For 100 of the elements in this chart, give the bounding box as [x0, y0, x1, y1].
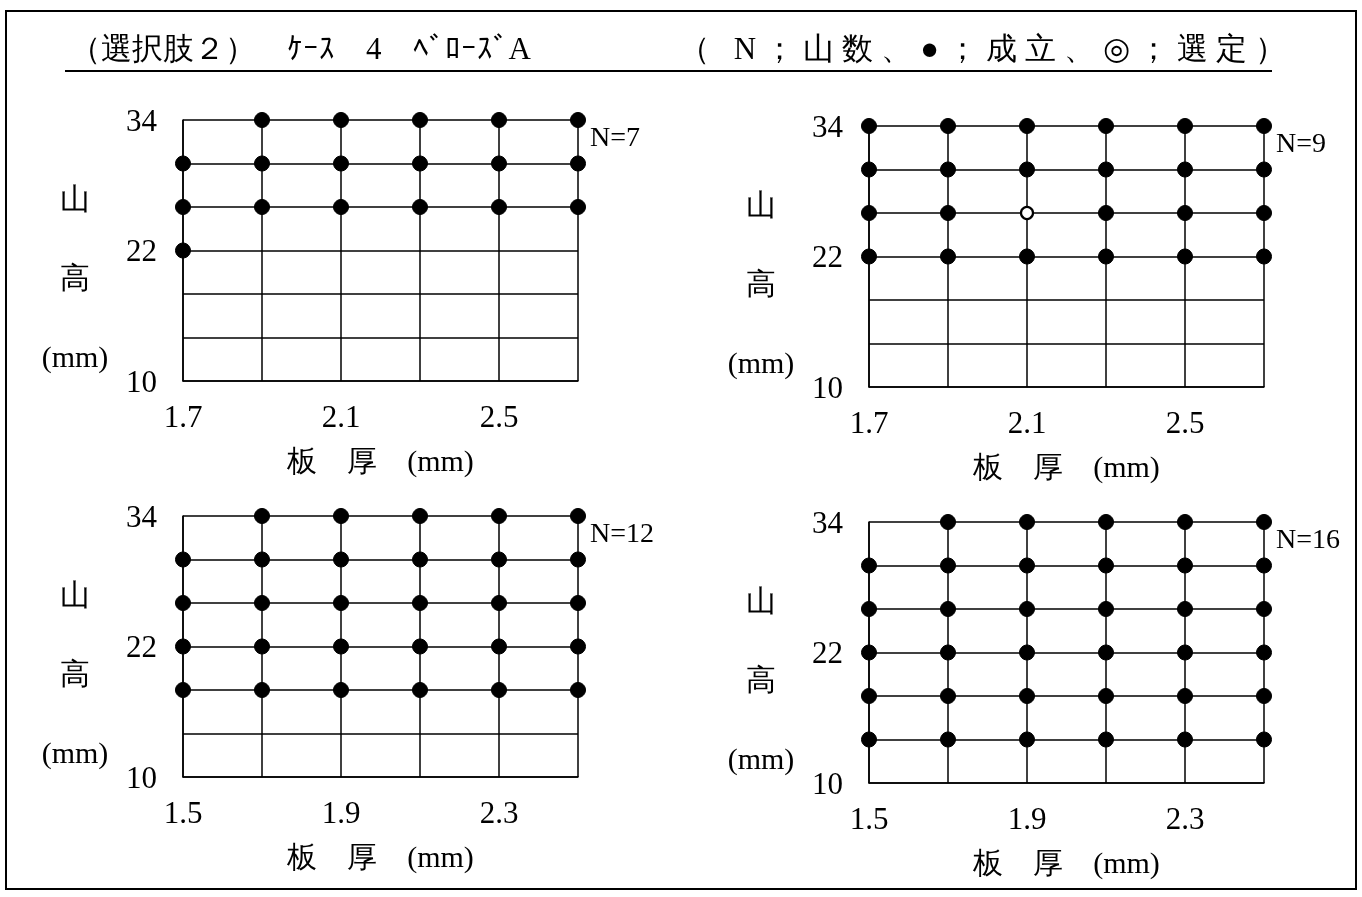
point — [491, 199, 507, 215]
y-tick-label: 34 — [126, 498, 158, 534]
point — [1256, 731, 1272, 748]
point — [570, 682, 586, 698]
point — [940, 644, 956, 661]
point — [175, 242, 191, 259]
point — [1019, 248, 1035, 265]
point — [1019, 688, 1035, 704]
y-tick-label: 10 — [126, 363, 157, 399]
text: 山高(mm) — [41, 578, 109, 769]
point — [1256, 205, 1272, 221]
point — [570, 112, 586, 128]
point — [940, 161, 956, 178]
text: N=7 — [590, 120, 641, 152]
point — [1256, 688, 1272, 704]
point — [1019, 161, 1035, 178]
point — [254, 199, 270, 215]
point — [254, 551, 270, 568]
point — [1177, 205, 1193, 221]
point — [1177, 514, 1193, 530]
x-tick-label: 1.7 — [849, 405, 889, 440]
y-tick-label: 34 — [812, 504, 844, 540]
point — [333, 551, 349, 568]
point — [570, 508, 586, 524]
point — [491, 508, 507, 524]
point — [861, 688, 877, 704]
point — [491, 155, 507, 172]
point — [1098, 248, 1114, 265]
point — [175, 199, 191, 215]
x-axis-title: 板 厚 (mm) — [972, 449, 1160, 484]
x-tick-label: 1.5 — [849, 801, 889, 836]
point — [412, 508, 428, 524]
x-tick-label: 1.9 — [321, 795, 361, 830]
point — [861, 118, 877, 134]
point — [570, 551, 586, 568]
text: （選択肢２） ｹｰｽ 4 ﾍﾞﾛｰｽﾞA — [70, 30, 531, 68]
point — [254, 155, 270, 172]
point — [940, 601, 956, 617]
y-tick-label: 10 — [812, 369, 843, 405]
point — [175, 638, 191, 655]
point — [861, 601, 877, 617]
point — [333, 199, 349, 215]
point — [1256, 644, 1272, 661]
point — [1098, 514, 1114, 530]
x-tick-label: 2.1 — [321, 399, 361, 434]
point — [333, 595, 349, 611]
point — [175, 595, 191, 611]
point — [1098, 644, 1114, 661]
x-tick-label: 1.5 — [163, 795, 203, 830]
point — [1177, 248, 1193, 265]
x-tick-label: 1.7 — [163, 399, 203, 434]
point — [1177, 731, 1193, 748]
point — [861, 731, 877, 748]
point — [333, 112, 349, 128]
point — [254, 595, 270, 611]
point — [570, 638, 586, 655]
point — [491, 682, 507, 698]
point — [1256, 248, 1272, 265]
text: N=9 — [1276, 126, 1327, 158]
point — [412, 112, 428, 128]
point — [940, 514, 956, 530]
point — [1098, 601, 1114, 617]
point — [1019, 118, 1035, 134]
x-tick-label: 2.5 — [1165, 405, 1205, 440]
point — [1098, 557, 1114, 574]
point — [1098, 205, 1114, 221]
x-tick-label: 1.9 — [1007, 801, 1047, 836]
point — [940, 205, 956, 221]
y-tick-label: 10 — [812, 765, 843, 801]
point — [861, 161, 877, 178]
text: 山高(mm) — [41, 182, 109, 373]
x-axis-title: 板 厚 (mm) — [286, 839, 474, 874]
point — [412, 199, 428, 215]
point — [175, 682, 191, 698]
point — [412, 682, 428, 698]
point — [1256, 514, 1272, 530]
point — [1019, 514, 1035, 530]
point — [940, 118, 956, 134]
point — [1019, 205, 1035, 221]
point — [1019, 644, 1035, 661]
point — [412, 155, 428, 172]
point — [1177, 118, 1193, 134]
point — [861, 248, 877, 265]
x-axis-title: 板 厚 (mm) — [286, 443, 474, 478]
point — [412, 551, 428, 568]
point — [1256, 601, 1272, 617]
y-tick-label: 22 — [126, 629, 157, 664]
point — [861, 644, 877, 661]
point — [333, 155, 349, 172]
point — [1098, 688, 1114, 704]
point — [861, 205, 877, 221]
point — [254, 682, 270, 698]
point — [1098, 118, 1114, 134]
point — [570, 199, 586, 215]
point — [940, 731, 956, 748]
point — [1256, 557, 1272, 574]
point — [333, 508, 349, 524]
point — [940, 248, 956, 265]
x-tick-label: 2.1 — [1007, 405, 1047, 440]
x-tick-label: 2.5 — [479, 399, 519, 434]
